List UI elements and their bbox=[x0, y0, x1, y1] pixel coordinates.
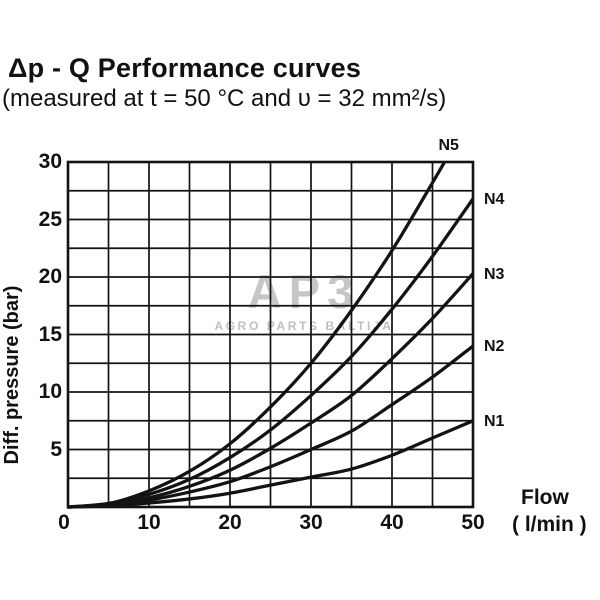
x-axis-title-line2: ( l/min ) bbox=[512, 513, 587, 536]
y-tick-label: 5 bbox=[50, 437, 62, 461]
curve-label-n2: N2 bbox=[484, 338, 505, 355]
x-axis-title-line1: Flow bbox=[521, 486, 569, 509]
y-tick-label: 10 bbox=[38, 380, 62, 403]
x-tick-label: 30 bbox=[299, 511, 323, 534]
curve-n1 bbox=[67, 419, 474, 509]
x-tick-label: 0 bbox=[58, 511, 70, 534]
watermark: AP3 AGRO PARTS BALTIJA bbox=[164, 268, 444, 333]
chart-title: Δp - Q Performance curves bbox=[8, 53, 362, 83]
x-tick-label: 20 bbox=[218, 511, 242, 534]
y-tick-label: 30 bbox=[38, 150, 62, 173]
y-tick-label: 20 bbox=[38, 265, 62, 288]
curve-label-n4: N4 bbox=[484, 190, 505, 208]
x-tick-label: 40 bbox=[380, 511, 404, 534]
plot-area bbox=[66, 160, 475, 509]
y-tick-label: 15 bbox=[38, 322, 62, 346]
curve-n4 bbox=[67, 197, 474, 509]
watermark-logo: AP3 bbox=[247, 265, 361, 318]
curve-label-n1: N1 bbox=[484, 412, 505, 430]
curve-n5 bbox=[67, 162, 447, 509]
plot-border bbox=[66, 160, 475, 509]
x-tick-label: 10 bbox=[137, 511, 161, 534]
x-tick-label: 50 bbox=[461, 511, 485, 534]
curve-n2 bbox=[67, 344, 474, 509]
curve-label-n5: N5 bbox=[438, 137, 459, 154]
watermark-caption: AGRO PARTS BALTIJA bbox=[214, 319, 394, 333]
chart-subtitle: (measured at t = 50 °C and υ = 32 mm²/s) bbox=[2, 85, 447, 112]
curve-label-n3: N3 bbox=[484, 265, 505, 283]
y-tick-label: 25 bbox=[38, 207, 62, 231]
